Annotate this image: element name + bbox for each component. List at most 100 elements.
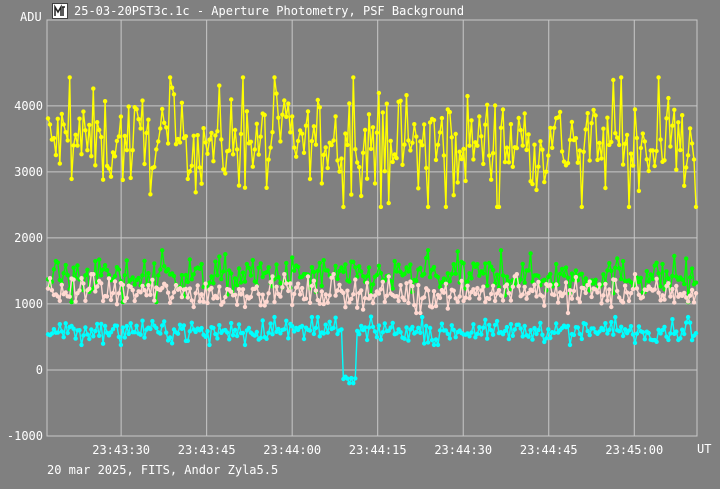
data-point: [682, 281, 687, 287]
data-point: [658, 137, 663, 142]
data-point: [319, 289, 324, 294]
data-point: [500, 298, 506, 303]
data-point: [360, 150, 366, 155]
data-point: [209, 274, 214, 279]
data-point: [483, 299, 488, 305]
data-point: [636, 324, 642, 329]
data-point: [360, 307, 366, 312]
data-point: [120, 177, 126, 183]
data-point: [524, 296, 529, 301]
data-point: [335, 158, 340, 163]
data-point: [435, 274, 441, 280]
data-point: [331, 325, 336, 331]
data-point: [427, 325, 433, 331]
data-point: [236, 322, 242, 327]
data-point: [487, 260, 492, 266]
x-tick-label: 23:45:00: [605, 443, 663, 457]
data-point: [626, 204, 632, 210]
data-point: [232, 292, 238, 297]
data-point: [583, 127, 588, 132]
data-point: [146, 117, 151, 122]
data-point: [167, 300, 173, 305]
data-point: [498, 293, 504, 298]
data-point: [473, 335, 478, 340]
data-point: [100, 267, 106, 272]
data-point: [479, 134, 484, 139]
data-point: [481, 161, 486, 167]
data-point: [398, 269, 403, 275]
data-point: [122, 335, 128, 340]
data-point: [429, 337, 435, 343]
data-point: [260, 292, 265, 297]
data-point: [449, 323, 454, 328]
data-point: [431, 117, 437, 123]
data-point: [83, 128, 88, 133]
data-point: [230, 333, 236, 338]
data-point: [343, 131, 348, 136]
data-point: [329, 275, 334, 280]
data-point: [209, 130, 214, 136]
data-point: [183, 286, 189, 292]
data-point: [349, 375, 354, 381]
data-point: [99, 273, 104, 278]
data-point: [559, 266, 565, 272]
data-point: [349, 192, 354, 197]
data-point: [565, 160, 571, 166]
data-point: [162, 264, 167, 269]
data-point: [467, 296, 472, 301]
data-point: [270, 130, 275, 135]
data-point: [396, 262, 401, 267]
data-point: [459, 156, 464, 162]
data-point: [112, 279, 118, 284]
data-point: [229, 271, 234, 276]
data-point: [51, 327, 57, 332]
data-point: [587, 279, 592, 284]
data-point: [134, 293, 139, 298]
data-point: [63, 262, 68, 268]
data-point: [433, 157, 439, 163]
app-icon[interactable]: [52, 3, 68, 19]
data-point: [187, 169, 192, 174]
data-point: [295, 264, 301, 270]
data-point: [47, 122, 53, 127]
data-point: [307, 300, 313, 305]
data-point: [309, 314, 315, 320]
data-point: [317, 260, 322, 266]
series-cyan: [45, 314, 699, 386]
data-point: [514, 272, 519, 277]
data-point: [685, 299, 691, 304]
data-point: [433, 303, 439, 309]
data-point: [217, 323, 222, 328]
data-point: [634, 286, 640, 291]
data-point: [593, 113, 598, 118]
data-point: [437, 130, 443, 135]
data-point: [370, 300, 376, 306]
data-point: [246, 325, 252, 331]
data-point: [579, 204, 584, 210]
data-point: [613, 131, 618, 136]
data-point: [504, 324, 510, 330]
data-point: [620, 333, 626, 339]
data-point: [465, 279, 470, 284]
data-point: [357, 264, 362, 269]
data-point: [380, 279, 385, 284]
data-point: [179, 294, 185, 300]
data-point: [628, 151, 634, 156]
data-point: [167, 335, 173, 340]
data-point: [87, 122, 92, 128]
data-point: [492, 298, 498, 304]
data-point: [376, 291, 382, 296]
data-point: [542, 179, 547, 185]
data-point: [205, 329, 210, 334]
data-point: [684, 295, 689, 300]
data-point: [329, 142, 334, 148]
data-point: [63, 321, 68, 326]
data-point: [615, 256, 620, 261]
data-point: [217, 254, 222, 259]
data-point: [221, 167, 226, 172]
data-point: [165, 141, 171, 146]
data-point: [427, 275, 433, 280]
data-point: [516, 322, 521, 327]
data-point: [359, 323, 364, 329]
data-point: [215, 295, 220, 301]
